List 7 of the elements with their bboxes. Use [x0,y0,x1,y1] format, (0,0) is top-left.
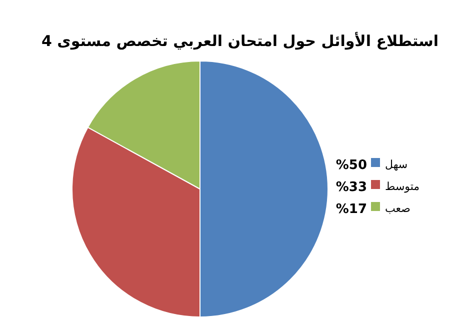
data-label: %17 [336,202,367,217]
legend-label: سهل [385,158,408,171]
data-label: %50 [336,158,367,173]
title: استطلاع الأوائل حول امتحان العربي تخصص مستوى 4 [42,32,438,50]
legend-label: متوسط [385,180,420,193]
legend-label: صعب [385,202,410,215]
data-label: %33 [336,180,367,195]
